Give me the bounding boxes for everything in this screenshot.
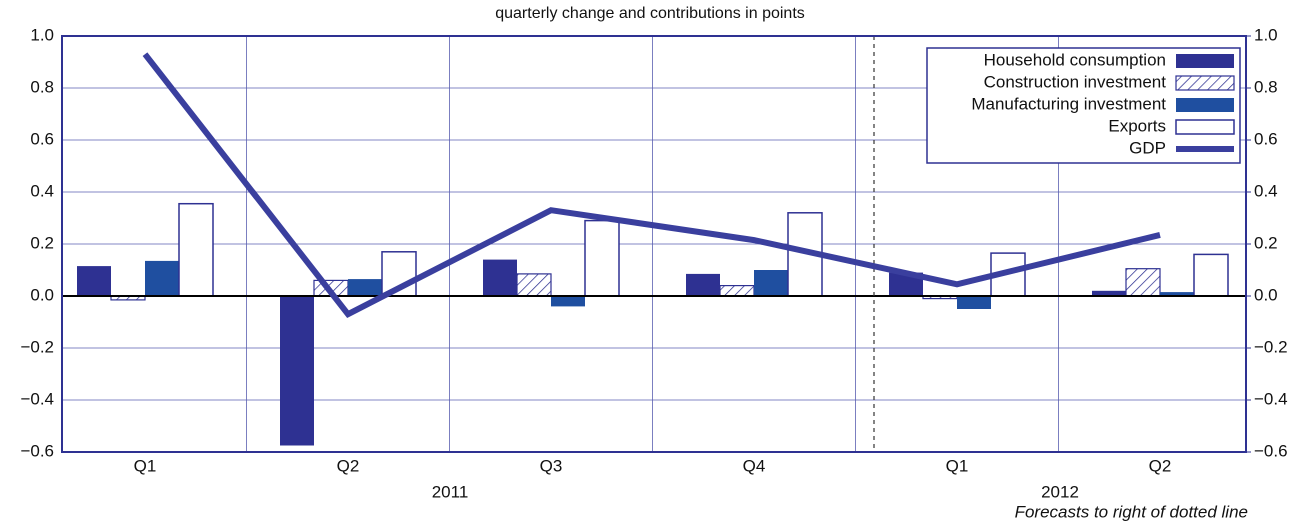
legend-swatch xyxy=(1175,75,1235,91)
chart-title: quarterly change and contributions in po… xyxy=(495,5,805,22)
y-tick-label: −0.4 xyxy=(20,389,54,408)
x-tick-label: Q3 xyxy=(540,456,563,475)
legend-label: Manufacturing investment xyxy=(971,94,1166,113)
bar xyxy=(957,296,991,309)
y-tick-label: 0.8 xyxy=(30,77,54,96)
line xyxy=(142,52,1161,319)
x-tick-label: Q2 xyxy=(337,456,360,475)
bar xyxy=(551,296,585,307)
x-tick-label: Q2 xyxy=(1149,456,1172,475)
bar xyxy=(77,266,111,296)
bar xyxy=(1125,268,1161,297)
legend-label: Household consumption xyxy=(984,50,1166,69)
y-tick-label: 0.2 xyxy=(30,233,54,252)
bar xyxy=(584,219,620,297)
y2-tick-label: 0.8 xyxy=(1254,77,1278,96)
y-tick-label: −0.6 xyxy=(20,441,54,460)
legend-swatch xyxy=(1175,119,1235,135)
y-tick-label: −0.2 xyxy=(20,337,54,356)
year-label: 2011 xyxy=(432,482,469,501)
y2-tick-label: 0.6 xyxy=(1254,129,1278,148)
legend-label: Construction investment xyxy=(984,72,1167,91)
bar xyxy=(516,273,552,297)
legend-label: Exports xyxy=(1108,116,1166,135)
y-tick-label: 1.0 xyxy=(30,25,54,44)
bar xyxy=(1092,290,1126,296)
y-tick-label: 0.4 xyxy=(30,181,54,200)
y2-tick-label: 0.2 xyxy=(1254,233,1278,252)
bar xyxy=(1193,253,1229,297)
y2-tick-label: −0.2 xyxy=(1254,337,1288,356)
bar xyxy=(348,279,382,296)
legend-label: GDP xyxy=(1129,138,1166,157)
bar xyxy=(719,285,755,297)
y2-tick-label: 0.4 xyxy=(1254,181,1278,200)
x-tick-label: Q1 xyxy=(134,456,157,475)
legend-swatch xyxy=(1176,54,1234,68)
bar xyxy=(145,260,179,296)
year-label: 2012 xyxy=(1041,482,1079,501)
legend-swatch xyxy=(1176,98,1234,112)
bar xyxy=(280,296,314,446)
y2-tick-label: −0.6 xyxy=(1254,441,1288,460)
footnote: Forecasts to right of dotted line xyxy=(1015,502,1248,521)
bar xyxy=(178,202,214,297)
y2-tick-label: 0.0 xyxy=(1254,285,1278,304)
y2-tick-label: −0.4 xyxy=(1254,389,1288,408)
bar xyxy=(483,259,517,296)
bar xyxy=(889,272,923,296)
bar xyxy=(686,273,720,296)
x-tick-label: Q4 xyxy=(743,456,766,475)
y-tick-label: 0.0 xyxy=(30,285,54,304)
y-tick-label: 0.6 xyxy=(30,129,54,148)
y2-tick-label: 1.0 xyxy=(1254,25,1278,44)
x-tick-label: Q1 xyxy=(946,456,969,475)
bar xyxy=(754,270,788,296)
bar xyxy=(1160,292,1194,296)
